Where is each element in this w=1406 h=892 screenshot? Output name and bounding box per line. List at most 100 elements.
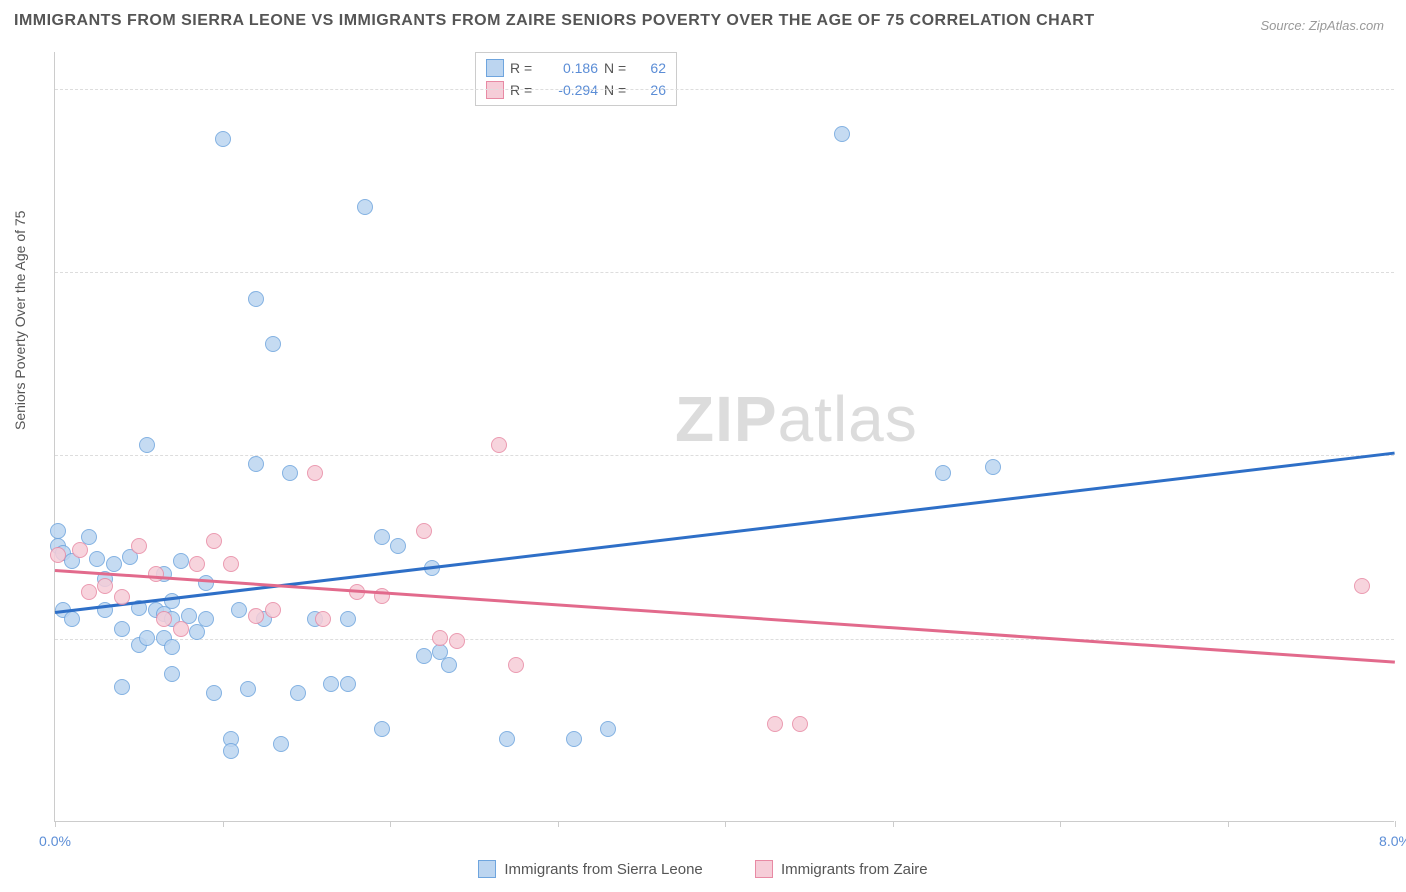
series-b-point <box>449 633 465 649</box>
series-a-point <box>198 575 214 591</box>
watermark-bold: ZIP <box>675 383 778 455</box>
n-value-b: 26 <box>636 82 666 98</box>
watermark-thin: atlas <box>778 383 918 455</box>
swatch-series-b-bottom <box>755 860 773 878</box>
series-a-point <box>985 459 1001 475</box>
x-tick <box>1060 821 1061 827</box>
series-b-point <box>148 566 164 582</box>
x-tick <box>1228 821 1229 827</box>
legend-item-series-b: Immigrants from Zaire <box>755 860 928 878</box>
series-b-point <box>248 608 264 624</box>
series-a-point <box>935 465 951 481</box>
series-a-point <box>340 676 356 692</box>
correlation-legend: R = 0.186 N = 62 R = -0.294 N = 26 <box>475 52 677 106</box>
series-a-point <box>206 685 222 701</box>
series-b-label: Immigrants from Zaire <box>781 861 928 878</box>
series-b-point <box>81 584 97 600</box>
series-b-point <box>432 630 448 646</box>
series-b-point <box>50 547 66 563</box>
series-legend: Immigrants from Sierra Leone Immigrants … <box>0 860 1406 882</box>
watermark: ZIPatlas <box>675 382 918 456</box>
x-tick-label-left: 0.0% <box>39 833 71 849</box>
x-tick <box>893 821 894 827</box>
r-value-a: 0.186 <box>542 60 598 76</box>
source-attribution: Source: ZipAtlas.com <box>1260 18 1384 33</box>
series-b-point <box>767 716 783 732</box>
legend-item-series-a: Immigrants from Sierra Leone <box>478 860 702 878</box>
series-a-point <box>248 291 264 307</box>
series-a-point <box>215 131 231 147</box>
series-b-point <box>189 556 205 572</box>
series-a-point <box>566 731 582 747</box>
series-a-point <box>340 611 356 627</box>
series-a-point <box>248 456 264 472</box>
series-a-point <box>114 679 130 695</box>
legend-row-series-a: R = 0.186 N = 62 <box>486 57 666 79</box>
y-axis-label: Seniors Poverty Over the Age of 75 <box>12 211 28 430</box>
series-a-point <box>834 126 850 142</box>
swatch-series-a <box>486 59 504 77</box>
series-b-point <box>173 621 189 637</box>
r-value-b: -0.294 <box>542 82 598 98</box>
series-a-label: Immigrants from Sierra Leone <box>504 861 702 878</box>
series-b-point <box>307 465 323 481</box>
series-a-point <box>374 721 390 737</box>
y-tick-label: 40.0% <box>1399 81 1406 97</box>
series-b-point <box>374 588 390 604</box>
series-a-point <box>64 611 80 627</box>
series-b-point <box>491 437 507 453</box>
series-a-point <box>114 621 130 637</box>
series-a-point <box>323 676 339 692</box>
series-b-point <box>72 542 88 558</box>
series-b-point <box>315 611 331 627</box>
series-a-point <box>164 639 180 655</box>
series-a-point <box>600 721 616 737</box>
series-a-point <box>499 731 515 747</box>
series-b-point <box>156 611 172 627</box>
series-b-point <box>508 657 524 673</box>
series-a-trendline <box>55 452 1395 614</box>
series-a-point <box>416 648 432 664</box>
series-a-point <box>198 611 214 627</box>
n-value-a: 62 <box>636 60 666 76</box>
series-a-point <box>89 551 105 567</box>
r-label-b: R = <box>510 82 536 98</box>
series-a-point <box>265 336 281 352</box>
series-a-point <box>173 553 189 569</box>
series-a-point <box>139 437 155 453</box>
series-a-point <box>273 736 289 752</box>
chart-title: IMMIGRANTS FROM SIERRA LEONE VS IMMIGRAN… <box>14 12 1095 30</box>
series-b-point <box>223 556 239 572</box>
series-a-point <box>357 199 373 215</box>
series-b-point <box>131 538 147 554</box>
swatch-series-a-bottom <box>478 860 496 878</box>
y-tick-label: 30.0% <box>1399 264 1406 280</box>
series-a-point <box>139 630 155 646</box>
series-a-point <box>50 523 66 539</box>
y-tick-label: 20.0% <box>1399 447 1406 463</box>
chart-plot-area: ZIPatlas R = 0.186 N = 62 R = -0.294 N =… <box>54 52 1394 822</box>
series-b-point <box>792 716 808 732</box>
swatch-series-b <box>486 81 504 99</box>
x-tick <box>55 821 56 827</box>
series-b-point <box>206 533 222 549</box>
r-label-a: R = <box>510 60 536 76</box>
series-a-point <box>282 465 298 481</box>
n-label-a: N = <box>604 60 630 76</box>
gridline <box>55 272 1394 273</box>
series-a-point <box>441 657 457 673</box>
series-a-point <box>374 529 390 545</box>
x-tick <box>558 821 559 827</box>
legend-row-series-b: R = -0.294 N = 26 <box>486 79 666 101</box>
y-tick-label: 10.0% <box>1399 631 1406 647</box>
gridline <box>55 89 1394 90</box>
series-b-point <box>265 602 281 618</box>
series-b-point <box>97 578 113 594</box>
series-b-point <box>416 523 432 539</box>
x-tick <box>223 821 224 827</box>
series-a-point <box>106 556 122 572</box>
series-b-point <box>114 589 130 605</box>
n-label-b: N = <box>604 82 630 98</box>
series-a-point <box>164 666 180 682</box>
gridline <box>55 639 1394 640</box>
